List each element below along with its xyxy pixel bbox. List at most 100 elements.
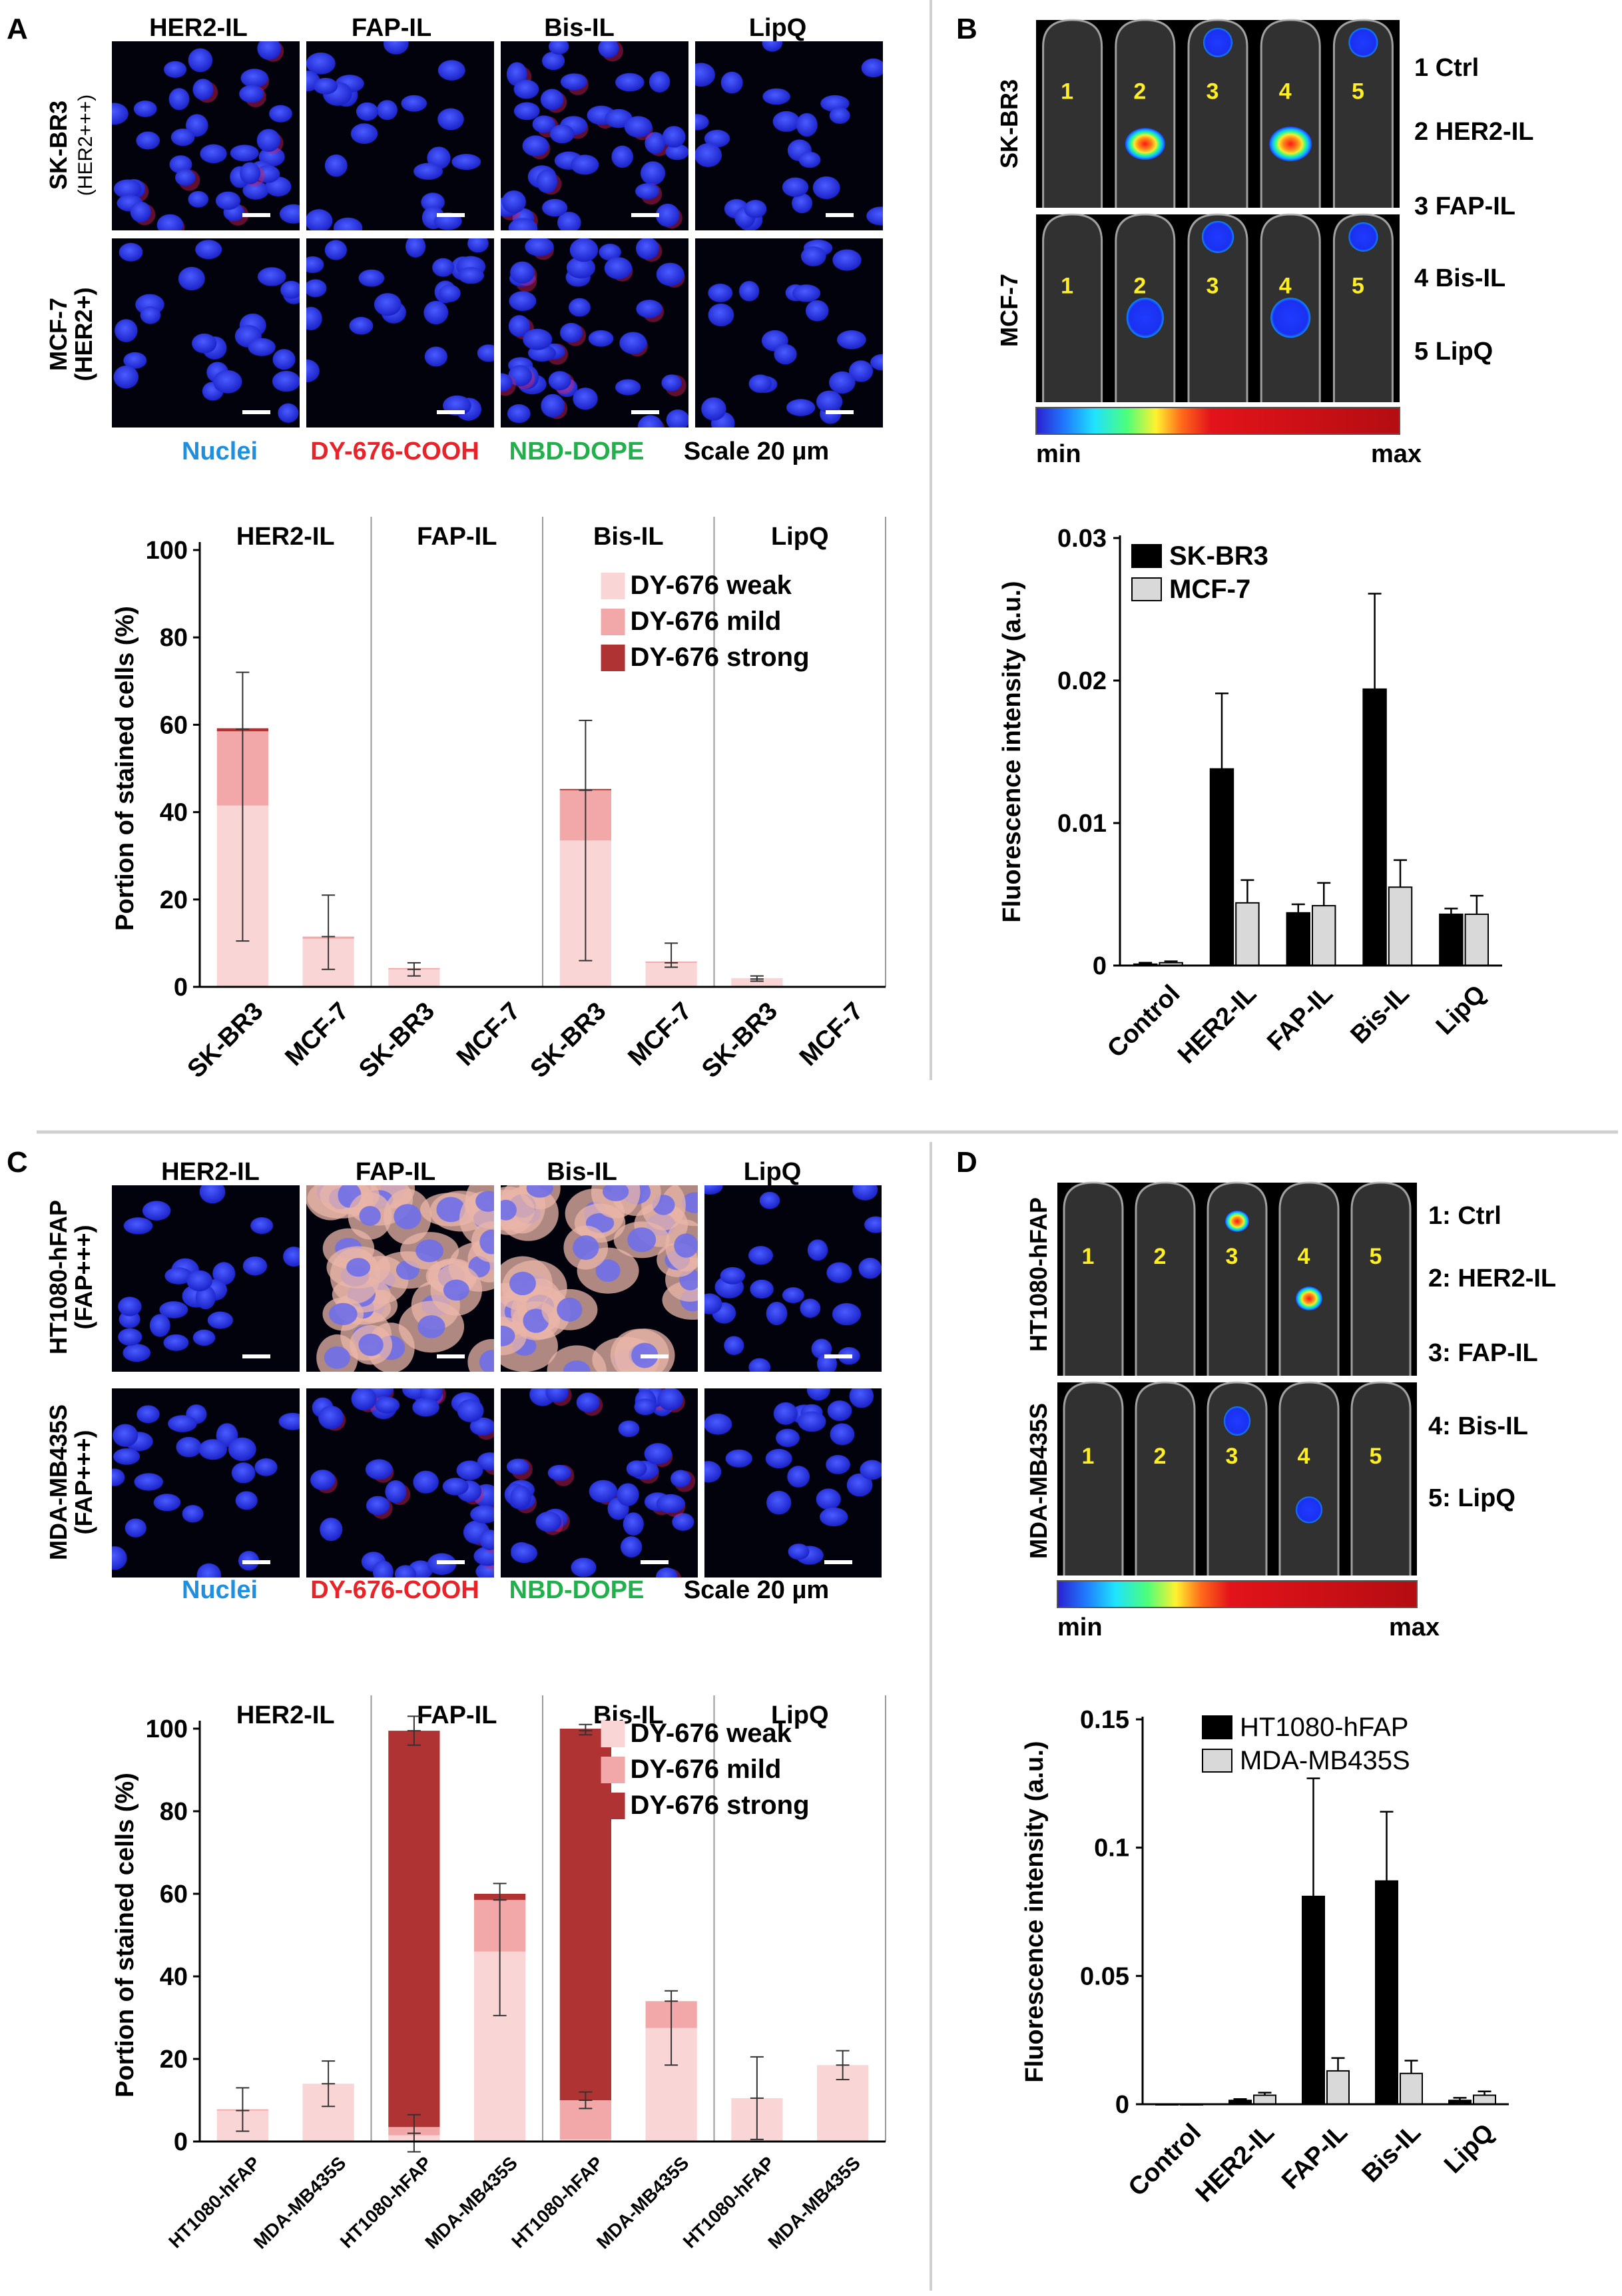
row-label-ht1080-d: HT1080-hFAP — [1025, 1197, 1052, 1352]
nucleus — [547, 1464, 571, 1481]
nucleus — [615, 379, 641, 396]
cell-cluster — [704, 1185, 882, 1372]
nucleus — [119, 242, 143, 262]
nucleus — [123, 1344, 151, 1362]
nucleus — [123, 1217, 153, 1235]
nucleus — [417, 1315, 445, 1338]
nucleus — [805, 300, 829, 322]
nucleus — [640, 161, 666, 185]
nucleus — [457, 1398, 484, 1422]
scale-bar — [242, 410, 270, 414]
legend-nbd-c: NBD-DOPE — [509, 1576, 645, 1604]
bar — [1302, 1895, 1325, 2105]
nucleus — [759, 1191, 780, 1209]
nucleus — [573, 388, 598, 410]
row-label-mcf7-sub: (HER2+) — [70, 287, 97, 381]
nucleus — [501, 190, 526, 214]
nucleus — [695, 63, 716, 87]
legend-swatch — [601, 573, 625, 599]
nucleus — [816, 1488, 841, 1510]
bar-segment — [559, 1729, 611, 2100]
nucleus — [168, 88, 190, 111]
nucleus — [186, 1270, 213, 1292]
cell-cluster — [112, 41, 300, 230]
x-tick-label: MDA-MB435S — [250, 2152, 350, 2253]
nucleus — [207, 1311, 234, 1329]
panel-a-letter: A — [7, 13, 28, 45]
nucleus — [508, 365, 533, 387]
nucleus — [159, 1301, 188, 1318]
tube — [1260, 19, 1321, 208]
legend-b-5: 5 LipQ — [1414, 338, 1493, 366]
x-tick-label: FAP-IL — [1276, 2118, 1353, 2195]
y-tick-label: 0 — [1093, 952, 1107, 980]
nucleus — [306, 279, 327, 298]
scale-bar — [824, 1560, 852, 1564]
nucleus — [542, 198, 568, 217]
nucleus — [506, 62, 527, 87]
nucleus — [432, 258, 455, 277]
y-tick-label: 100 — [146, 1715, 188, 1743]
nucleus — [359, 1206, 381, 1226]
nucleus — [324, 240, 347, 260]
nucleus — [215, 191, 241, 210]
x-tick-label: MDA-MB435S — [764, 2152, 864, 2253]
panel-a-micrographs: A HER2-IL FAP-IL Bis-IL LipQ SK-BR3 (HER… — [7, 13, 883, 465]
nucleus — [848, 360, 874, 382]
x-tick-label: MCF-7 — [451, 997, 526, 1071]
legend-label: DY-676 strong — [631, 1791, 810, 1820]
nucleus — [748, 1246, 773, 1265]
legend-swatch — [1202, 1715, 1232, 1739]
nucleus — [328, 1302, 358, 1325]
nucleus — [816, 390, 843, 413]
nucleus — [306, 209, 333, 230]
nucleus — [636, 300, 663, 318]
nucleus — [113, 1424, 138, 1447]
nucleus — [479, 1350, 494, 1372]
nucleus — [178, 266, 205, 291]
nucleus — [807, 1239, 828, 1261]
bar — [1400, 2072, 1423, 2106]
nucleus — [508, 315, 530, 337]
nucleus — [142, 1201, 171, 1221]
nucleus — [782, 1287, 804, 1304]
tube — [1042, 19, 1103, 208]
tube — [1207, 1381, 1268, 1576]
legend-b-3: 3 FAP-IL — [1414, 192, 1515, 220]
nucleus — [149, 1314, 170, 1337]
nucleus — [174, 168, 196, 186]
fluorescence-spot — [1126, 298, 1164, 338]
x-tick-label: LipQ — [1431, 980, 1491, 1040]
tube-number: 4 — [1279, 79, 1292, 104]
nucleus — [776, 1428, 800, 1448]
nucleus — [624, 116, 653, 138]
nucleus — [283, 1247, 300, 1267]
legend-d-4: 4: Bis-IL — [1428, 1412, 1528, 1440]
y-tick-label: 0 — [174, 2128, 188, 2156]
nucleus — [837, 330, 866, 350]
fluorescence-spot — [1296, 1496, 1322, 1524]
nucleus — [508, 218, 538, 230]
nucleus — [672, 1513, 694, 1531]
scale-bar — [242, 1560, 270, 1564]
row-label-mda-d: MDA-MB435S — [1025, 1403, 1052, 1559]
nucleus — [256, 129, 281, 152]
nucleus — [549, 124, 575, 144]
micrograph-tile — [112, 238, 300, 428]
x-tick-label: HT1080-hFAP — [336, 2152, 436, 2252]
legend-b-1: 1 Ctrl — [1414, 54, 1479, 82]
nucleus — [786, 399, 816, 416]
nucleus — [701, 397, 726, 421]
nucleus — [541, 51, 565, 71]
tube — [1332, 213, 1394, 402]
x-tick-label: MCF-7 — [794, 997, 869, 1071]
nucleus — [192, 333, 217, 354]
group-header: FAP-IL — [417, 523, 497, 551]
nucleus — [451, 154, 481, 170]
fluorescence-spot — [1224, 1406, 1250, 1436]
nucleus — [198, 1439, 227, 1460]
legend-dy676: DY-676-COOH — [310, 437, 479, 465]
y-tick-label: 100 — [146, 537, 188, 565]
row-label-ht1080: HT1080-hFAP — [45, 1200, 72, 1354]
